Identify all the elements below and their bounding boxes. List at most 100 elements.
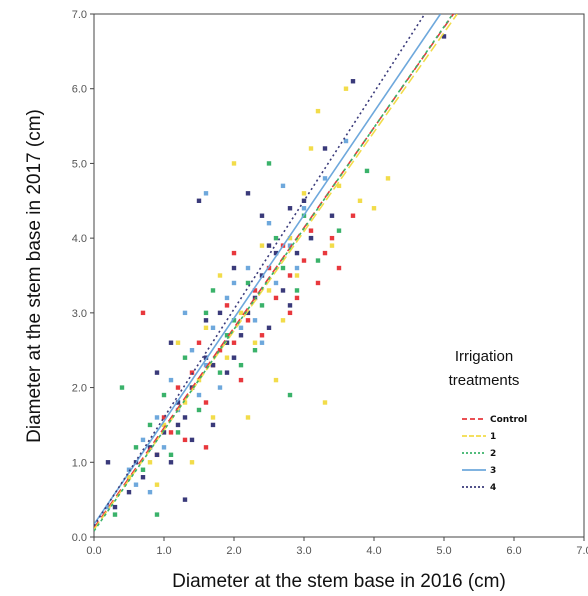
data-point [217, 348, 223, 353]
data-point [322, 400, 328, 405]
data-point [336, 265, 342, 271]
data-point [294, 265, 300, 271]
data-point [343, 138, 349, 144]
data-point [259, 333, 265, 338]
data-point [210, 362, 216, 368]
x-tick-label: 2.0 [226, 545, 241, 557]
data-point [182, 355, 188, 360]
legend-entry-label: 4 [490, 483, 496, 493]
data-point [273, 280, 279, 286]
data-point [203, 400, 209, 405]
data-point [238, 362, 244, 368]
data-point [168, 460, 174, 465]
data-point [315, 108, 321, 114]
data-point [441, 34, 447, 39]
data-point [245, 280, 251, 286]
data-point [273, 235, 279, 241]
y-axis: 0.0 1.0 2.0 3.0 4.0 5.0 6.0 7.0 [72, 9, 94, 544]
data-point [350, 213, 356, 218]
data-point [266, 288, 272, 293]
data-point [231, 340, 237, 345]
x-tick-label: 4.0 [366, 545, 381, 557]
y-axis-title: Diameter at the stem base in 2017 (cm) [24, 109, 45, 443]
data-point [217, 310, 223, 316]
data-point [287, 206, 293, 211]
legend-title-line2: treatments [449, 372, 520, 389]
data-point [336, 228, 342, 233]
legend-title: Irrigation [455, 348, 513, 365]
data-point [231, 161, 237, 166]
data-point [189, 348, 195, 353]
data-point [294, 250, 300, 256]
data-point [245, 191, 251, 196]
data-point [126, 467, 132, 472]
data-point [273, 377, 279, 383]
data-point [168, 452, 174, 458]
data-point [287, 310, 293, 316]
y-tick-label: 7.0 [72, 9, 87, 21]
data-point [245, 415, 251, 420]
legend-entries: Control 1 2 3 4 [462, 415, 527, 493]
data-point [294, 295, 300, 301]
fit-lines [94, 14, 458, 532]
data-point [329, 213, 335, 218]
data-point [140, 467, 146, 472]
data-point [259, 213, 265, 218]
data-point [126, 489, 132, 495]
data-point [154, 482, 160, 487]
legend: Irrigation treatments Control 1 2 3 4 [449, 348, 528, 493]
data-point [175, 430, 181, 435]
data-point [189, 370, 195, 375]
fit-line [94, 14, 454, 532]
data-point [168, 340, 174, 345]
data-point [322, 146, 328, 151]
data-point [329, 235, 335, 241]
data-point [147, 422, 153, 428]
fit-line [94, 14, 426, 527]
data-point [308, 228, 314, 233]
data-point [294, 288, 300, 293]
data-point [161, 392, 167, 398]
legend-entry-label: 3 [490, 466, 496, 476]
data-point [371, 206, 377, 211]
data-point [308, 146, 314, 151]
data-point [280, 265, 286, 271]
data-point [273, 250, 279, 256]
x-tick-label: 3.0 [296, 545, 311, 557]
y-tick-label: 1.0 [72, 457, 87, 469]
data-point [175, 422, 181, 428]
data-point [301, 206, 307, 211]
data-point [161, 445, 167, 450]
data-point [196, 392, 202, 398]
data-point [266, 161, 272, 166]
data-point [266, 221, 272, 226]
data-point [231, 250, 237, 256]
data-point [133, 445, 139, 450]
data-point [280, 288, 286, 293]
data-point [259, 243, 265, 248]
data-point [140, 310, 146, 316]
x-tick-label: 5.0 [436, 545, 451, 557]
data-point [301, 191, 307, 196]
data-point [140, 475, 146, 480]
data-point [245, 310, 251, 316]
data-point [203, 362, 209, 368]
data-point [238, 325, 244, 330]
data-point [266, 243, 272, 248]
data-point [224, 370, 230, 375]
data-point [112, 504, 118, 510]
fit-line [94, 14, 442, 525]
data-point [350, 79, 356, 84]
y-tick-label: 5.0 [72, 158, 87, 170]
data-point [210, 415, 216, 420]
data-point [119, 385, 125, 390]
data-point [140, 437, 146, 443]
data-point [126, 475, 132, 480]
data-point [224, 355, 230, 360]
data-point [175, 400, 181, 405]
y-tick-label: 3.0 [72, 308, 87, 320]
data-point [238, 310, 244, 316]
data-point [231, 280, 237, 286]
data-point [301, 258, 307, 263]
data-point [294, 273, 300, 278]
